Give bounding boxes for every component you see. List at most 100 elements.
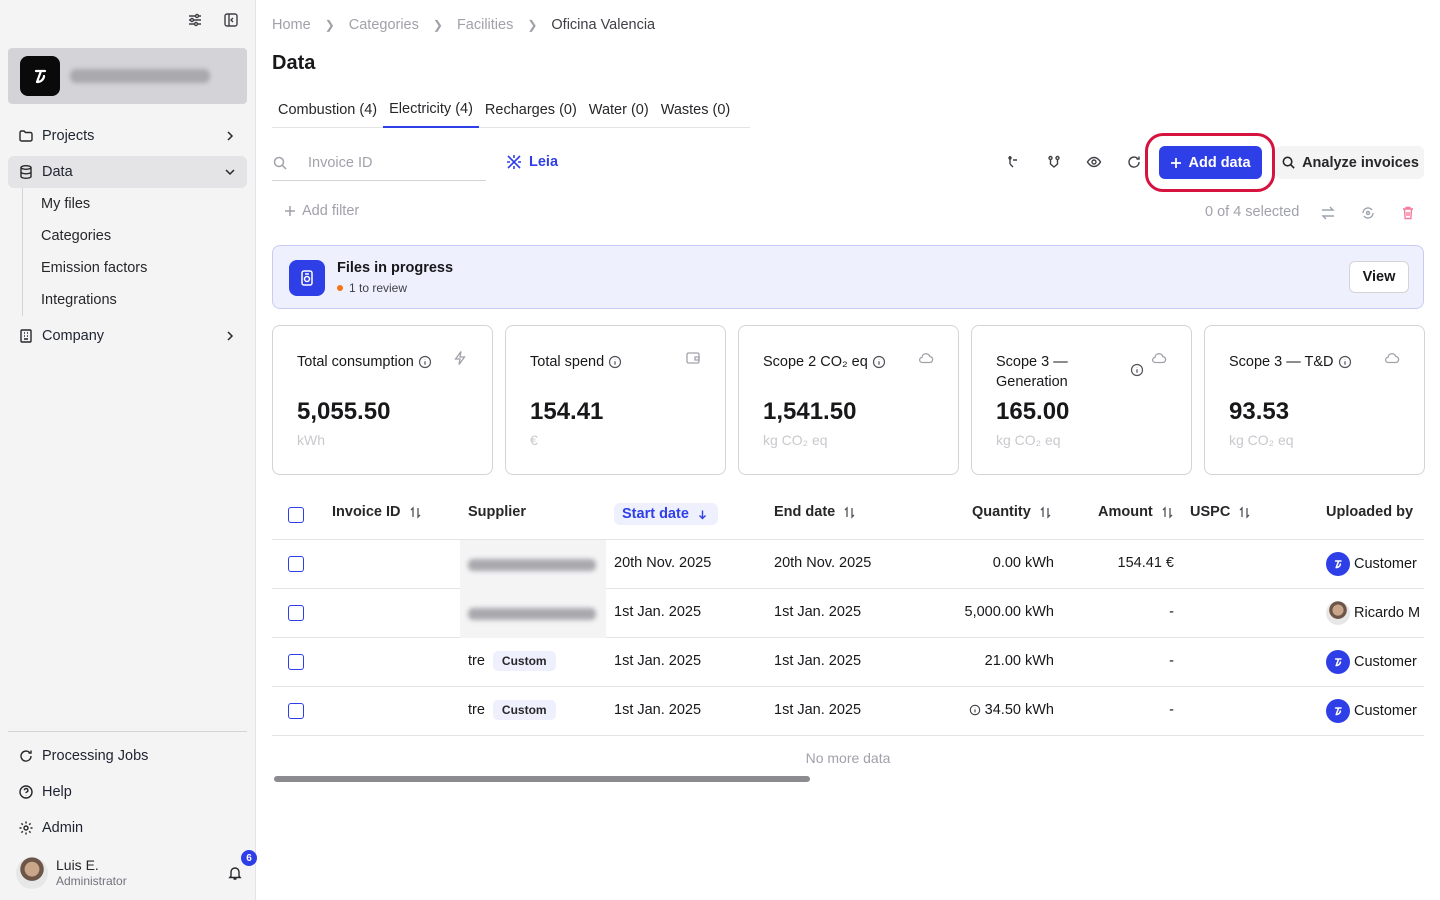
header-uspc-label: USPC — [1190, 504, 1231, 520]
tab-recharges[interactable]: Recharges (0) — [484, 102, 577, 118]
table-row[interactable]: tre Custom 1st Jan. 2025 1st Jan. 2025 2… — [272, 638, 1424, 687]
header-supplier[interactable]: Supplier — [468, 504, 526, 520]
group-columns-icon[interactable] — [1044, 152, 1064, 172]
header-uploaded-by[interactable]: Uploaded by — [1326, 504, 1413, 520]
tab-electricity[interactable]: Electricity (4) — [383, 92, 479, 128]
header-end-date[interactable]: End date — [774, 504, 856, 520]
nav-admin[interactable]: Admin — [8, 812, 247, 844]
cloud-icon — [1384, 350, 1400, 369]
sort-rows-icon[interactable] — [1004, 152, 1024, 172]
organization-logo — [20, 56, 60, 96]
search-input[interactable] — [308, 154, 478, 171]
kpi-card-value: 5,055.50 — [297, 398, 391, 425]
selection-actions — [1318, 203, 1418, 223]
row-checkbox[interactable] — [288, 605, 304, 621]
row-checkbox[interactable] — [288, 654, 304, 670]
subnav-integrations[interactable]: Integrations — [41, 292, 117, 308]
breadcrumb-chevron-icon: ❯ — [432, 18, 443, 32]
cell-amount: - — [1169, 702, 1174, 718]
header-invoice-id[interactable]: Invoice ID — [332, 504, 422, 520]
notifications-button[interactable]: 6 — [224, 850, 257, 884]
nav-company[interactable]: Company — [8, 320, 247, 352]
kpi-card-unit: € — [530, 432, 538, 448]
header-uspc[interactable]: USPC — [1190, 504, 1251, 520]
company-logo-icon — [1326, 552, 1350, 576]
uploader-name: Ricardo M — [1354, 605, 1421, 621]
info-icon[interactable] — [1130, 363, 1144, 380]
table-row[interactable]: 1st Jan. 2025 1st Jan. 2025 5,000.00 kWh… — [272, 589, 1424, 638]
header-amount-label: Amount — [1098, 504, 1153, 520]
subnav-emission-factors[interactable]: Emission factors — [41, 260, 148, 276]
collapse-sidebar-icon[interactable] — [221, 10, 241, 30]
leia-assistant-button[interactable]: Leia — [505, 153, 558, 171]
breadcrumb-chevron-icon: ❯ — [324, 18, 335, 32]
user-profile[interactable]: Luis E. Administrator 6 — [16, 850, 257, 890]
search-box — [272, 145, 486, 181]
info-icon[interactable] — [1338, 355, 1352, 369]
tab-water[interactable]: Water (0) — [588, 102, 649, 118]
kpi-card-scope3-td: Scope 3 — T&D 93.53 kg CO₂ eq — [1204, 325, 1425, 475]
reload-icon[interactable] — [1124, 152, 1144, 172]
cell-start-date: 1st Jan. 2025 — [614, 653, 702, 669]
info-icon[interactable] — [872, 355, 886, 369]
add-data-highlight-ring — [1145, 133, 1275, 192]
organization-switcher[interactable] — [8, 48, 247, 104]
nav-data-label: Data — [42, 164, 73, 180]
cell-amount: 154.41 € — [1117, 555, 1174, 571]
arrow-down-icon — [698, 510, 706, 519]
search-icon — [1282, 156, 1295, 169]
cell-end-date: 1st Jan. 2025 — [774, 702, 862, 718]
cell-uploaded-by: Customer — [1326, 650, 1417, 674]
cell-supplier: tre Custom — [468, 651, 556, 671]
add-filter-button[interactable]: Add filter — [284, 203, 359, 219]
kpi-card-title: Total consumption — [297, 352, 447, 372]
header-supplier-label: Supplier — [468, 504, 527, 520]
nav-admin-label: Admin — [42, 820, 84, 836]
breadcrumb-categories[interactable]: Categories — [348, 17, 419, 33]
swap-icon[interactable] — [1318, 203, 1338, 223]
avatar — [1326, 601, 1350, 625]
row-checkbox[interactable] — [288, 556, 304, 572]
cell-start-date: 1st Jan. 2025 — [614, 702, 702, 718]
nav-processing-jobs[interactable]: Processing Jobs — [8, 740, 247, 772]
tab-wastes[interactable]: Wastes (0) — [660, 102, 731, 118]
tab-combustion[interactable]: Combustion (4) — [278, 102, 378, 118]
sort-icon — [1040, 505, 1051, 519]
nav-help[interactable]: Help — [8, 776, 247, 808]
cell-end-date: 20th Nov. 2025 — [774, 555, 872, 571]
sparkle-icon — [507, 155, 521, 169]
supplier-cell-redacted — [460, 540, 606, 589]
breadcrumb-home[interactable]: Home — [272, 17, 311, 33]
analyze-invoices-button[interactable]: Analyze invoices — [1276, 146, 1424, 179]
horizontal-scrollbar[interactable] — [274, 776, 810, 782]
table-row[interactable]: tre Custom 1st Jan. 2025 1st Jan. 2025 3… — [272, 687, 1424, 736]
trash-icon[interactable] — [1398, 203, 1418, 223]
sidebar: Projects Data My files Categories Emissi… — [0, 0, 257, 900]
subnav-categories[interactable]: Categories — [41, 228, 112, 244]
nav-help-label: Help — [42, 784, 72, 800]
analyze-invoices-label: Analyze invoices — [1302, 154, 1419, 171]
gear-icon — [19, 821, 33, 835]
view-files-button[interactable]: View — [1349, 261, 1409, 293]
info-icon[interactable] — [608, 355, 622, 369]
refresh-icon — [20, 750, 32, 762]
add-data-button[interactable]: Add data — [1159, 146, 1262, 179]
info-icon[interactable] — [969, 704, 981, 716]
header-quantity[interactable]: Quantity — [972, 504, 1052, 520]
header-start-date[interactable]: Start date — [614, 503, 718, 525]
header-amount[interactable]: Amount — [1098, 504, 1174, 520]
subnav-my-files[interactable]: My files — [41, 196, 91, 212]
status-dot-icon — [337, 285, 343, 291]
select-all-checkbox[interactable] — [288, 507, 304, 523]
eye-icon[interactable] — [1084, 152, 1104, 172]
table-row[interactable]: 20th Nov. 2025 20th Nov. 2025 0.00 kWh 1… — [272, 540, 1424, 589]
info-icon[interactable] — [418, 355, 432, 369]
row-checkbox[interactable] — [288, 703, 304, 719]
kpi-card-title: Total spend — [530, 352, 680, 372]
breadcrumb-facilities[interactable]: Facilities — [456, 17, 514, 33]
nav-data[interactable]: Data — [8, 156, 247, 188]
sync-icon[interactable] — [1358, 203, 1378, 223]
sliders-icon[interactable] — [185, 10, 205, 30]
nav-projects[interactable]: Projects — [8, 120, 247, 152]
notification-count-badge: 6 — [241, 850, 257, 866]
